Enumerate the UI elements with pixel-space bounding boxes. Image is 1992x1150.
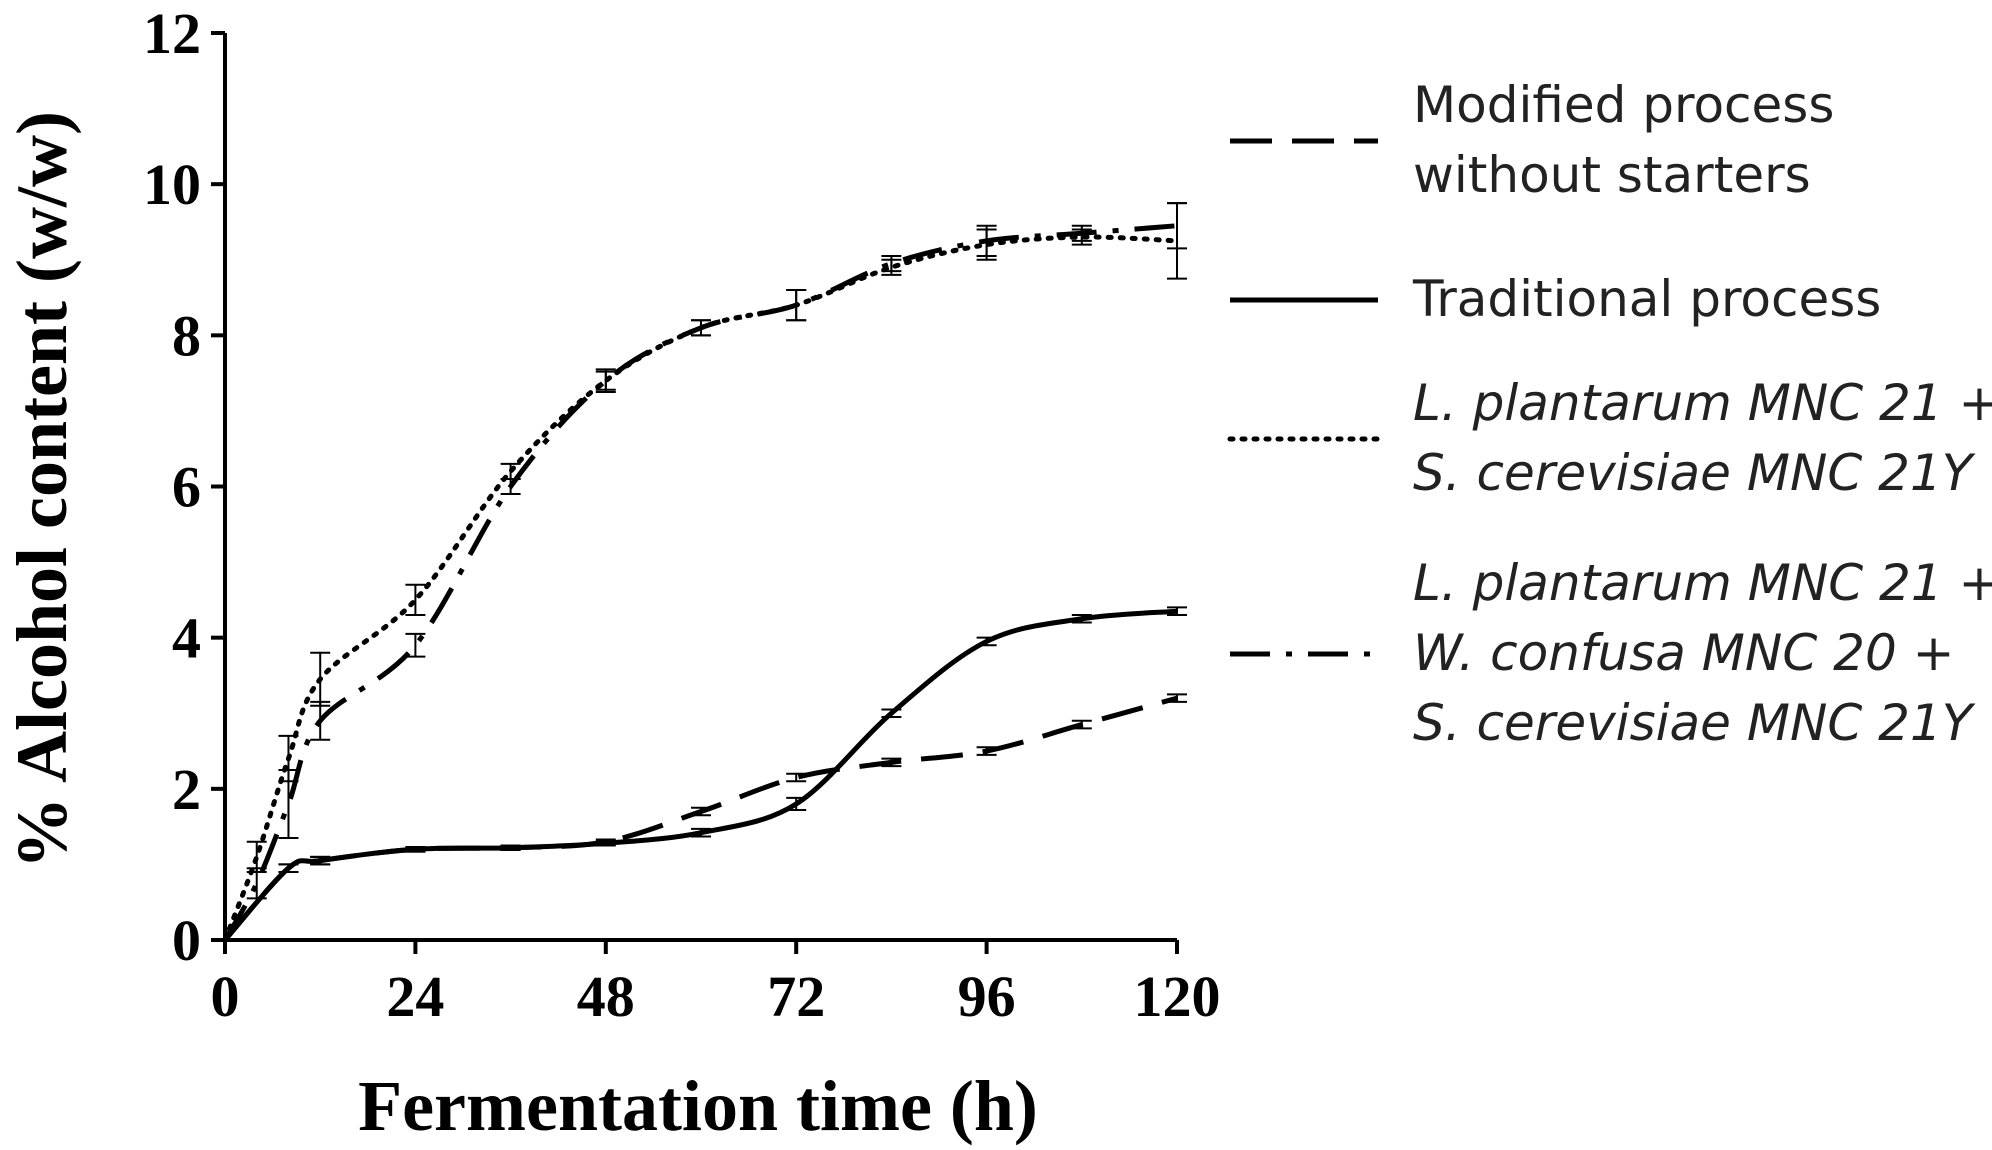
- error-bar: [881, 757, 902, 768]
- series-group: [223, 606, 1187, 942]
- error-bar: [246, 867, 267, 900]
- error-bar: [881, 254, 902, 273]
- y-tick-label: 4: [172, 606, 201, 671]
- error-bar: [1071, 224, 1092, 242]
- error-bar: [1167, 693, 1187, 703]
- y-tick-label: 10: [143, 152, 201, 217]
- error-bar: [310, 700, 331, 741]
- legend-label: W. confusa MNC 20 +: [1413, 624, 1955, 682]
- y-tick-label: 6: [172, 455, 201, 520]
- error-bar: [405, 632, 426, 658]
- y-axis-title: % Alcohol content (w/w): [2, 111, 82, 869]
- error-bar: [405, 846, 426, 853]
- error-bar: [1167, 202, 1187, 250]
- legend-item: L. plantarum MNC 21 + W. confusa MNC 20 +…: [1230, 554, 1992, 752]
- error-bar: [691, 806, 711, 817]
- y-tick-label: 8: [172, 303, 201, 368]
- error-bar: [278, 863, 299, 873]
- error-bar: [595, 368, 616, 394]
- error-bar: [691, 319, 711, 337]
- error-bar: [405, 583, 426, 616]
- error-bar: [500, 844, 521, 852]
- error-bar: [786, 796, 807, 811]
- legend-item: Modified process without starters: [1230, 76, 1834, 204]
- error-bar: [500, 477, 521, 496]
- series-group: [223, 693, 1187, 942]
- x-tick-label: 48: [577, 964, 635, 1029]
- legend-label: L. plantarum MNC 21 +: [1413, 374, 1992, 432]
- error-bar: [310, 651, 331, 707]
- legend-label: without starters: [1413, 146, 1811, 204]
- error-bar: [976, 224, 997, 257]
- error-bar: [881, 708, 902, 719]
- error-bar: [976, 746, 997, 756]
- x-tick-label: 24: [386, 964, 444, 1029]
- legend: Modified process without starters Traditio…: [1227, 76, 1992, 752]
- error-bar: [1167, 606, 1187, 616]
- error-bar: [691, 827, 711, 838]
- x-tick-label: 120: [1134, 964, 1221, 1029]
- legend-label: S. cerevisiae MNC 21Y: [1413, 694, 1976, 752]
- x-tick-label: 96: [958, 964, 1016, 1029]
- error-bar: [1071, 719, 1092, 730]
- error-bar: [976, 636, 997, 647]
- error-bar: [595, 839, 616, 847]
- y-tick-label: 0: [172, 908, 201, 973]
- y-tick-label: 2: [172, 757, 201, 822]
- legend-label: Traditional process: [1412, 270, 1881, 328]
- series-line: [223, 695, 1178, 942]
- x-axis-title: Fermentation time (h): [358, 1066, 1038, 1146]
- x-tick-label: 72: [767, 964, 825, 1029]
- series-line: [222, 223, 1178, 942]
- x-tick-label: 0: [211, 964, 240, 1029]
- legend-label: L. plantarum MNC 21 +: [1413, 554, 1992, 612]
- legend-item: L. plantarum MNC 21 + S. cerevisiae MNC 2…: [1227, 374, 1992, 502]
- legend-label: Modified process: [1413, 76, 1834, 134]
- legend-item: Traditional process: [1230, 270, 1881, 328]
- error-bar: [278, 768, 299, 839]
- error-bar: [310, 855, 331, 866]
- error-bar: [786, 772, 807, 783]
- error-bar: [1071, 613, 1092, 624]
- legend-label: S. cerevisiae MNC 21Y: [1413, 444, 1976, 502]
- y-tick-label: 12: [143, 1, 201, 66]
- plot-area: [222, 202, 1187, 943]
- series-group: [222, 202, 1187, 942]
- series-line: [223, 608, 1178, 942]
- error-bar: [786, 288, 807, 322]
